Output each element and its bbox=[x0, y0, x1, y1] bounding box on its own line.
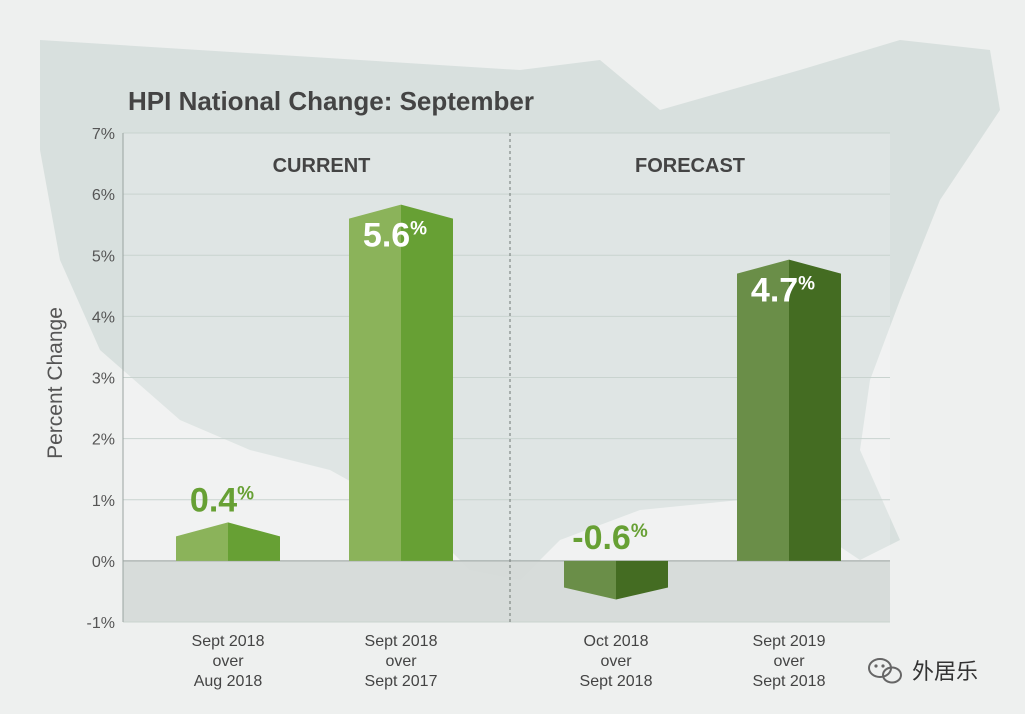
bars bbox=[176, 204, 841, 600]
y-tick-label: 3% bbox=[92, 371, 115, 388]
bar bbox=[176, 522, 280, 561]
data-label-unit: % bbox=[631, 521, 648, 542]
y-tick-label: 1% bbox=[92, 493, 115, 510]
section-header: FORECAST bbox=[635, 155, 745, 177]
data-label-unit: % bbox=[798, 274, 815, 295]
x-tick-label: Aug 2018 bbox=[194, 673, 263, 690]
wechat-icon bbox=[868, 658, 902, 684]
x-tick-label: Sept 2017 bbox=[365, 673, 438, 690]
y-tick-label: 2% bbox=[92, 432, 115, 449]
bar-face-left bbox=[349, 204, 401, 561]
x-tick-label: Oct 2018 bbox=[584, 633, 649, 650]
y-tick-label: 7% bbox=[92, 126, 115, 143]
section-header: CURRENT bbox=[273, 155, 371, 177]
y-tick-label: -1% bbox=[87, 615, 115, 632]
watermark: 外居乐 bbox=[868, 658, 978, 685]
chart-title: HPI National Change: September bbox=[128, 86, 534, 116]
x-tick-label: Sept 2018 bbox=[580, 673, 653, 690]
x-tick-label: Sept 2018 bbox=[753, 673, 826, 690]
negative-band bbox=[123, 560, 890, 622]
bar-face-left bbox=[737, 259, 789, 561]
x-tick-label: Sept 2018 bbox=[192, 633, 265, 650]
axes: 7% 6% 5% 4% 3% 2% 1% 0% -1% bbox=[87, 126, 511, 632]
x-tick-label: over bbox=[212, 653, 244, 670]
bar-face-left bbox=[564, 560, 616, 600]
bar bbox=[737, 259, 841, 561]
bar bbox=[349, 204, 453, 561]
data-label-unit: % bbox=[410, 219, 427, 240]
y-tick-label: 4% bbox=[92, 309, 115, 326]
bar-face-right bbox=[401, 204, 453, 561]
x-tick-label: Sept 2019 bbox=[753, 633, 826, 650]
bar-face-right bbox=[789, 259, 841, 561]
bar-face-right bbox=[616, 560, 668, 600]
x-tick-label: over bbox=[385, 653, 417, 670]
x-tick-label: Sept 2018 bbox=[365, 633, 438, 650]
bar bbox=[564, 560, 668, 600]
bar-face-left bbox=[176, 522, 228, 561]
bar-face-right bbox=[228, 522, 280, 561]
watermark-text: 外居乐 bbox=[912, 660, 978, 685]
y-tick-label: 5% bbox=[92, 248, 115, 265]
y-tick-label: 0% bbox=[92, 554, 115, 571]
y-tick-label: 6% bbox=[92, 187, 115, 204]
y-axis-label: Percent Change bbox=[44, 307, 67, 459]
data-label-unit: % bbox=[237, 483, 254, 504]
x-tick-label: over bbox=[600, 653, 632, 670]
x-tick-label: over bbox=[773, 653, 805, 670]
